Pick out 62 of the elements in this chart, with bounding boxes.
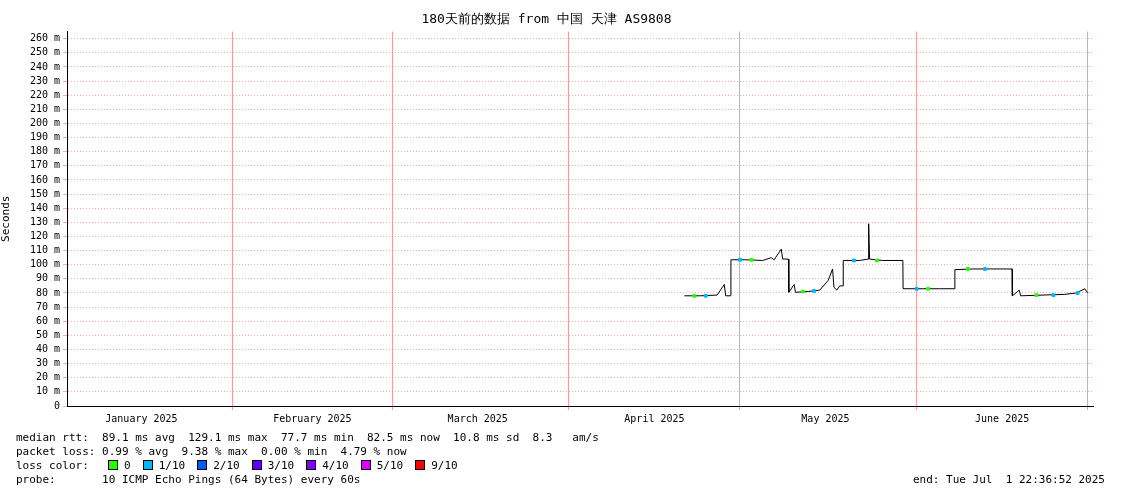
point bbox=[703, 293, 708, 298]
y-tick-label: 100 m bbox=[29, 258, 60, 270]
point bbox=[983, 267, 987, 271]
legend-title: loss color: bbox=[16, 459, 90, 472]
x-tick-label: February 2025 bbox=[273, 412, 352, 424]
y-tick-label: 210 m bbox=[29, 102, 60, 114]
x-tick-label: March 2025 bbox=[447, 412, 508, 424]
y-tick-label: 180 m bbox=[29, 145, 60, 157]
point bbox=[812, 288, 816, 293]
y-tick-label: 260 m bbox=[29, 32, 60, 44]
point bbox=[914, 286, 919, 291]
text: end: Tue Jul 1 22:36:52 2025 bbox=[912, 473, 1105, 487]
point bbox=[852, 258, 856, 263]
y-tick-label: 80 m bbox=[35, 286, 60, 298]
point bbox=[749, 257, 754, 262]
legend-label: 3/10 bbox=[267, 459, 295, 472]
y-tick-label: 240 m bbox=[29, 60, 60, 72]
y-tick-label: 10 m bbox=[35, 385, 60, 397]
point bbox=[800, 289, 805, 294]
y-tick-label: 250 m bbox=[29, 46, 60, 58]
y-tick-label: 200 m bbox=[29, 117, 60, 129]
text: packet loss: 0.99 % avg 9.38 % max 0.00 % min 4.79 % now bbox=[16, 445, 407, 459]
y-tick-label: 150 m bbox=[29, 187, 60, 199]
y-tick-label: 90 m bbox=[35, 272, 60, 284]
text: median rtt: 89.1 ms avg 129.1 ms max 77.7 ms min 82.5 ms now 10.8 ms sd 8.3 am/s bbox=[16, 431, 599, 445]
point bbox=[874, 258, 879, 263]
y-tick-label: 160 m bbox=[29, 173, 60, 185]
point bbox=[1075, 291, 1080, 295]
legend-label: 9/10 bbox=[431, 459, 458, 472]
y-tick-label: 130 m bbox=[29, 215, 60, 227]
y-tick-label: 230 m bbox=[29, 74, 60, 86]
point bbox=[1051, 293, 1056, 298]
y-tick-label: 170 m bbox=[29, 159, 60, 171]
y-tick-label: 140 m bbox=[29, 201, 60, 213]
point bbox=[926, 286, 930, 291]
y-tick-label: 110 m bbox=[29, 244, 60, 256]
x-tick-label: April 2025 bbox=[624, 412, 685, 424]
text: probe: 10 ICMP Echo Pings (64 Bytes) every 60s bbox=[16, 473, 361, 487]
y-tick-label: 40 m bbox=[35, 343, 60, 355]
y-tick-label: 0 bbox=[53, 399, 60, 411]
point bbox=[738, 257, 742, 262]
legend-label: 5/10 bbox=[376, 459, 404, 472]
y-tick-label: 30 m bbox=[35, 357, 60, 369]
legend-label: 2/10 bbox=[213, 459, 240, 472]
y-tick-label: 220 m bbox=[29, 88, 60, 100]
y-tick-label: 20 m bbox=[35, 371, 60, 383]
x-tick-label: June 2025 bbox=[975, 412, 1030, 424]
legend-label: 4/10 bbox=[322, 459, 349, 472]
legend-label: 0 bbox=[124, 459, 131, 472]
y-tick-label: 60 m bbox=[35, 314, 60, 326]
x-tick-label: May 2025 bbox=[801, 412, 850, 424]
point bbox=[692, 293, 697, 298]
point bbox=[1034, 293, 1039, 298]
y-tick-label: 190 m bbox=[29, 131, 60, 143]
y-tick-label: 50 m bbox=[35, 328, 60, 340]
y-tick-label: 70 m bbox=[35, 300, 60, 312]
y-axis-title: Seconds bbox=[0, 195, 13, 242]
chart-title: 180天前的数据 from 中国 天津 AS9808 bbox=[421, 11, 672, 27]
y-tick-label: 120 m bbox=[29, 230, 60, 242]
point bbox=[966, 267, 970, 271]
legend-label: 1/10 bbox=[158, 459, 186, 472]
x-tick-label: January 2025 bbox=[105, 412, 178, 424]
